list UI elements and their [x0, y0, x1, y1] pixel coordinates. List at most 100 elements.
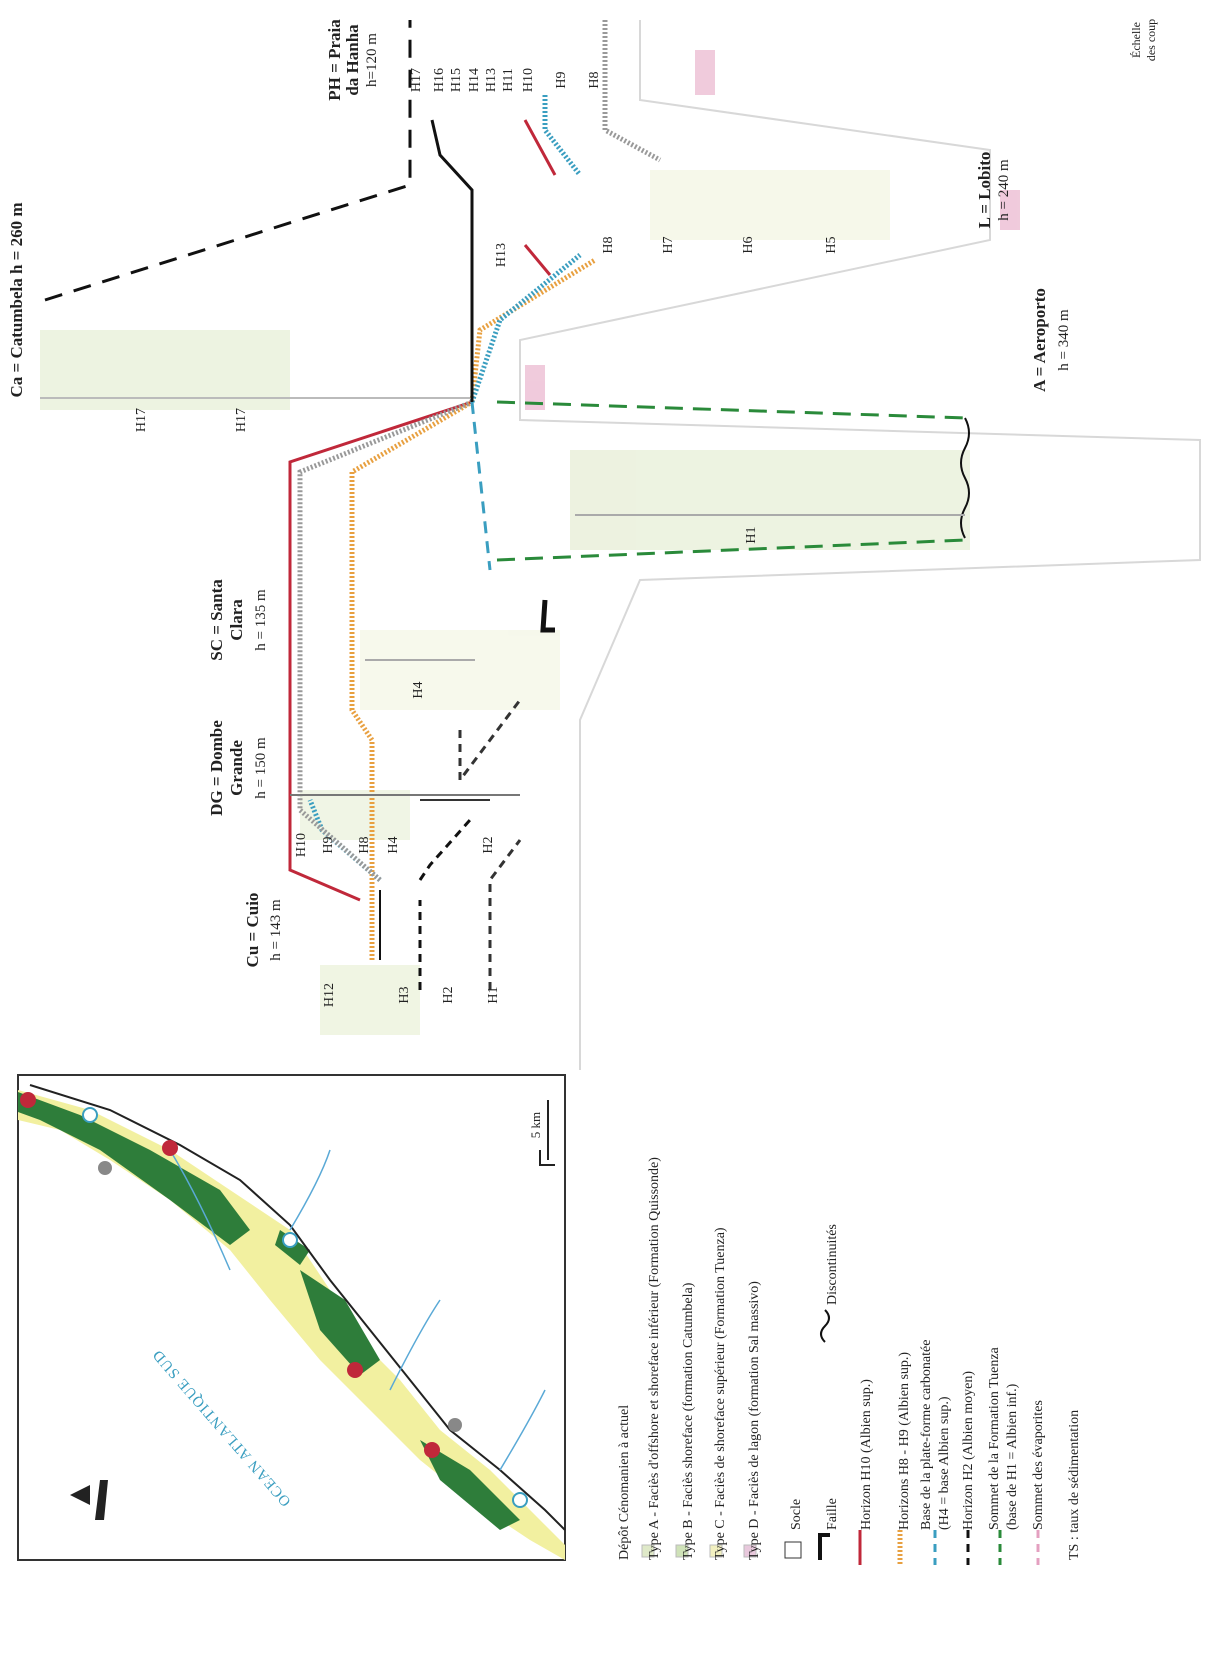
horizon-label: H3	[397, 986, 412, 1003]
outline	[519, 20, 1201, 1070]
legend-label: Type D - Faciès de lagon (formation Sal …	[747, 1281, 762, 1560]
h3	[418, 819, 472, 881]
locality-height: h = 135 m	[253, 589, 269, 651]
horizon-label: H14	[467, 68, 482, 92]
legend-fault	[818, 1533, 830, 1560]
legend-label: Horizons H8 - H9 (Albien sup.)	[897, 1352, 912, 1530]
legend-label: Sommet des évaporites	[1031, 1400, 1046, 1530]
site	[282, 1232, 298, 1248]
horizon-label: H16	[432, 68, 447, 92]
scale-bar	[539, 1100, 555, 1166]
legend-label: Type B - Faciès shoreface (formation Cat…	[681, 1282, 696, 1560]
legend-label: Socle	[789, 1499, 804, 1530]
horizon-label: H13	[494, 243, 509, 267]
horizon-label: H4	[386, 836, 401, 853]
site	[20, 1092, 36, 1108]
locality: A = Aeroporto	[1030, 288, 1049, 392]
scale-note: Échelle	[1129, 22, 1143, 58]
horizons	[40, 20, 970, 990]
horizon-label: H13	[484, 68, 499, 92]
zone	[360, 630, 560, 710]
locality: DG = Dombe	[207, 720, 226, 816]
evaporite	[525, 365, 545, 410]
site	[424, 1442, 440, 1458]
zone	[40, 330, 290, 410]
zone	[570, 450, 970, 550]
map: 5 km OCEAN ATLANTIQUE SUD	[17, 1074, 566, 1561]
legend-label: TS : taux de sédimentation	[1067, 1410, 1082, 1560]
h9	[542, 95, 582, 177]
coastline	[29, 1084, 566, 1531]
discontinuity	[960, 417, 970, 539]
h8-h9	[349, 399, 474, 960]
h2	[44, 20, 412, 302]
north-arrow	[95, 1480, 108, 1520]
legend-label: Horizon H10 (Albien sup.)	[859, 1379, 874, 1530]
legend-swatch	[743, 1544, 757, 1558]
locality: SC = Santa	[207, 579, 226, 661]
locality-height: h = 150 m	[253, 737, 269, 799]
horizon-label: H1	[744, 526, 759, 543]
top	[430, 119, 474, 402]
locality: da Hanha	[343, 24, 362, 96]
legend: Dépôt Cénomanien à actuel Type A - Faciès…	[617, 1157, 1082, 1565]
site	[512, 1492, 528, 1508]
h9	[469, 253, 582, 403]
facies-green	[275, 1230, 520, 1530]
zone	[650, 170, 890, 240]
horizon-label: H2	[481, 836, 496, 853]
h8	[297, 399, 473, 882]
site	[82, 1107, 98, 1123]
horizon-label: H17	[234, 408, 249, 432]
h10	[523, 119, 557, 176]
horizon-label: H4	[411, 681, 426, 698]
horizon-label: H15	[449, 68, 464, 92]
locality-height: h=120 m	[364, 33, 380, 87]
horizon-label: H9	[321, 836, 336, 853]
horizon-label: H17	[409, 68, 424, 92]
facies-green	[18, 1092, 250, 1245]
scale-note: des coup	[1144, 19, 1158, 61]
site	[448, 1418, 462, 1432]
locality: Clara	[227, 599, 246, 641]
h1	[496, 400, 966, 420]
evaporite	[695, 50, 715, 95]
site	[98, 1161, 112, 1175]
legend-label: Base de la plate-forme carbonatée	[919, 1340, 934, 1530]
zone	[320, 965, 420, 1035]
legend-swatch	[709, 1544, 723, 1558]
scale-label: 5 km	[528, 1112, 543, 1138]
legend-label: Faille	[825, 1498, 840, 1530]
legend-label: Type C - Faciès de shoreface supérieur (…	[713, 1227, 728, 1560]
h10	[288, 400, 473, 902]
h10	[523, 244, 552, 276]
legend-label: Dépôt Cénomanien à actuel	[617, 1405, 632, 1560]
horizon-label: H12	[322, 983, 337, 1007]
zone	[300, 790, 410, 840]
legend-label: Horizon H2 (Albien moyen)	[961, 1371, 976, 1530]
horizon-label: H17	[134, 408, 149, 432]
horizon-label: H5	[824, 236, 839, 253]
horizon-label: H8	[357, 836, 372, 853]
legend-label: Sommet de la Formation Tuenza	[987, 1346, 1002, 1530]
locality: Ca = Catumbela h = 260 m	[7, 202, 26, 397]
section-outline	[519, 20, 1201, 1070]
horizon-label: H8	[601, 236, 616, 253]
locality: L = Lobito	[975, 152, 994, 229]
h1	[496, 538, 966, 562]
north-arrow	[70, 1485, 90, 1505]
horizon-label: H9	[554, 71, 569, 88]
horizon-label: H10	[521, 68, 536, 92]
h2	[458, 699, 522, 785]
horizon-label: H1	[486, 986, 501, 1003]
locality: Cu = Cuio	[243, 893, 262, 968]
legend-label: Discontinuités	[825, 1224, 840, 1305]
locality-height: h = 143 m	[268, 899, 284, 961]
fault	[540, 599, 555, 633]
horizon-label: H10	[294, 833, 309, 857]
evaporite	[1000, 190, 1020, 230]
river	[169, 1149, 546, 1471]
locality: PH = Praia	[325, 19, 344, 101]
